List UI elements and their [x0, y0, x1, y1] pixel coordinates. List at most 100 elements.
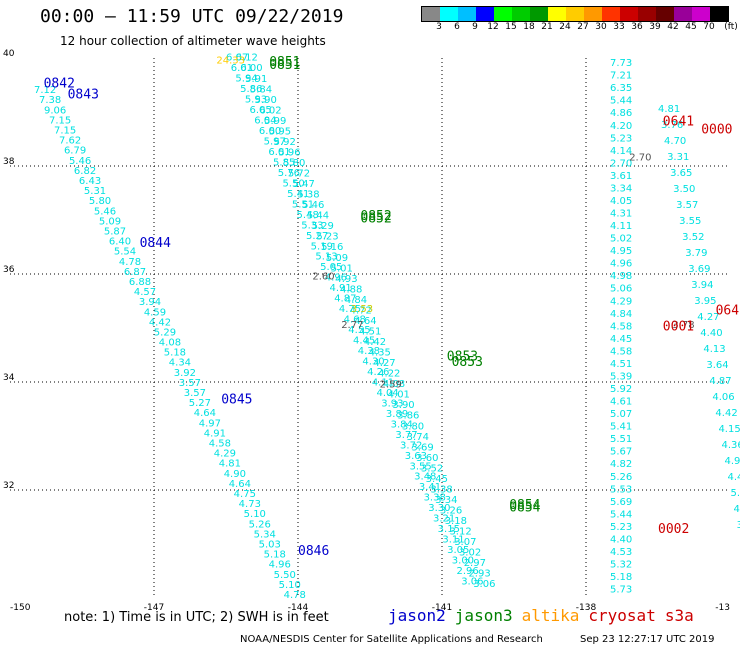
wave-height-value: 5.46	[69, 156, 91, 167]
pass-time-label: 0853	[447, 349, 478, 364]
wave-height-value: 4.81	[219, 459, 241, 470]
wave-height-value: 4.45	[353, 336, 375, 347]
wave-height-value: 4.90	[734, 504, 740, 515]
wave-height-value: 4.53	[610, 547, 632, 558]
longitude-tick-label: -13	[715, 603, 730, 613]
wave-height-value: 5.48	[297, 210, 319, 221]
wave-height-value: 5.23	[316, 232, 338, 243]
wave-height-value: 4.59	[144, 307, 166, 318]
colorbar-swatch	[512, 7, 530, 21]
wave-height-value: 4.96	[325, 273, 347, 284]
wave-height-value: 5.41	[610, 422, 632, 433]
wave-height-value: 4.06	[712, 392, 734, 403]
wave-height-value: 4.55	[348, 325, 370, 336]
wave-height-value: 4.68	[344, 315, 366, 326]
wave-height-value: 4.70	[664, 136, 686, 147]
pass-time-label: 0843	[68, 88, 99, 103]
wave-height-value: 3.57	[184, 388, 206, 399]
wave-height-value: 3.64	[706, 360, 728, 371]
wave-height-value: 4.11	[372, 377, 394, 388]
wave-height-value: 4.01	[388, 390, 410, 401]
wave-height-value: 4.13	[703, 344, 725, 355]
footer-note: note: 1) Time is in UTC; 2) SWH is in fe…	[64, 610, 329, 625]
colorbar-tick-label: 12	[487, 22, 499, 32]
wave-height-value: 4.75	[234, 489, 256, 500]
wave-height-value: 2.59	[380, 379, 402, 390]
wave-height-value: 4.40	[610, 534, 632, 545]
timestamp-text: Sep 23 12:27:17 UTC 2019	[580, 634, 715, 645]
wave-height-value: 3.52	[682, 232, 704, 243]
wave-height-value: 4.64	[194, 408, 216, 419]
wave-height-value: 3.94	[691, 280, 713, 291]
colorbar-tick-label: 45	[685, 22, 697, 32]
wave-height-value: 5.97	[264, 137, 286, 148]
pass-time-label: 0641	[663, 115, 694, 130]
wave-height-value: 5.23	[610, 133, 632, 144]
wave-height-value: 5.00	[731, 488, 740, 499]
wave-height-value: 3.45	[426, 474, 448, 485]
colorbar-tick-label: 15	[505, 22, 517, 32]
wave-height-value: 3.26	[440, 505, 462, 516]
wave-height-value: 4.96	[724, 456, 740, 467]
wave-height-value: 4.05	[610, 196, 632, 207]
wave-height-value: 3.07	[454, 537, 476, 548]
wave-height-value: 5.10	[279, 580, 301, 591]
colorbar-swatch	[566, 7, 584, 21]
wave-height-value: 7.38	[39, 95, 61, 106]
wave-height-value: 5.07	[610, 409, 632, 420]
pass-time-label: 0852	[360, 209, 391, 224]
wave-height-value: 5.93	[245, 95, 267, 106]
wave-height-value: 5.44	[610, 509, 632, 520]
wave-height-value: 4.57	[134, 287, 156, 298]
wave-height-value: 2.70	[629, 153, 651, 164]
wave-height-value: 3.02	[459, 548, 481, 559]
wave-height-value: 3.74	[407, 432, 429, 443]
wave-height-value: 5.41	[287, 189, 309, 200]
wave-height-value: 4.98	[610, 271, 632, 282]
wave-height-value: 6.05	[250, 105, 272, 116]
wave-height-value: 4.29	[610, 296, 632, 307]
wave-height-value: 3.69	[688, 264, 710, 275]
wave-height-value: 4.72	[350, 305, 372, 316]
latitude-tick-label: 38	[3, 157, 15, 167]
legend-entry-jason3: jason3	[454, 606, 513, 625]
legend-entry-altika: altika	[521, 606, 580, 625]
colorbar-tick-label: 21	[541, 22, 553, 32]
wave-height-value: 4.58	[209, 439, 231, 450]
wave-height-value: 5.34	[254, 529, 276, 540]
wave-height-value: 3.92	[174, 368, 196, 379]
wave-height-value: 5.06	[610, 284, 632, 295]
colorbar-swatch	[674, 7, 692, 21]
wave-height-value: 3.69	[411, 442, 433, 453]
wave-height-value: 3.89	[386, 409, 408, 420]
wave-height-value: 2.77	[341, 320, 363, 331]
wave-height-value: 4.45	[610, 334, 632, 345]
wave-height-value: 5.84	[250, 84, 272, 95]
wave-height-value: 4.96	[269, 560, 291, 571]
wave-height-value: 3.86	[397, 411, 419, 422]
wave-height-value: 3.12	[449, 527, 471, 538]
wave-height-value: 4.84	[610, 309, 632, 320]
wave-height-value: 4.29	[214, 449, 236, 460]
wave-height-value: 5.54	[114, 247, 136, 258]
wave-height-value: 5.26	[610, 472, 632, 483]
longitude-tick-label: -144	[288, 603, 309, 613]
wave-height-value: 5.09	[326, 253, 348, 264]
colorbar-tick-label: 18	[523, 22, 535, 32]
wave-height-value: 6.43	[79, 176, 101, 187]
wave-height-value: 4.78	[119, 257, 141, 268]
wave-height-value: 3.38	[430, 484, 452, 495]
wave-height-value: 24.33	[216, 55, 245, 66]
colorbar-tick-label: 42	[667, 22, 679, 32]
map-title: 00:00 – 11:59 UTC 09/22/2019	[40, 6, 344, 27]
wave-height-value: 4.88	[340, 284, 362, 295]
pass-time-label: 0854	[509, 501, 540, 516]
colorbar-swatch	[458, 7, 476, 21]
wave-height-value: 5.51	[292, 199, 314, 210]
map-subtitle: 12 hour collection of altimeter wave hei…	[60, 34, 326, 48]
wave-height-value: 3.53	[351, 304, 373, 315]
colorbar-tick-label: 39	[649, 22, 661, 32]
colorbar-swatch	[530, 7, 548, 21]
pass-time-label: 0854	[509, 498, 540, 513]
